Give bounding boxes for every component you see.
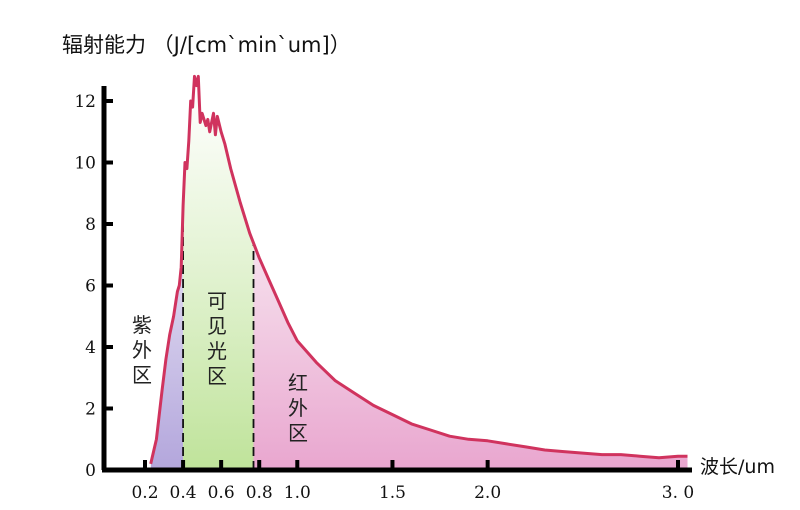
- region-label-0: 紫外区: [132, 313, 152, 387]
- y-tick-label: 0: [85, 461, 96, 481]
- y-axis-title: 辐射能力 （J/[cm`min`um]）: [62, 33, 351, 57]
- region-fill-1: [183, 86, 254, 470]
- x-tick-label: 1.5: [379, 483, 406, 503]
- region-labels: 紫外区 可见光区红外区: [132, 289, 308, 445]
- x-tick-label: 1.0: [284, 483, 311, 503]
- region-label-2: 红外区: [288, 371, 308, 445]
- y-tick-label: 4: [85, 338, 96, 358]
- region-fill-2: [253, 86, 688, 470]
- x-tick-label: 0.2: [131, 483, 158, 503]
- axes: [101, 86, 692, 473]
- radiation-curve: [149, 74, 688, 465]
- y-tick-label: 10: [74, 154, 96, 174]
- x-tick-label: 0.8: [246, 483, 273, 503]
- x-tick-label: 3. 0: [662, 483, 694, 503]
- y-tick-label: 2: [85, 400, 96, 420]
- spectrum-regions: [150, 86, 688, 470]
- x-ticks: 0.2 0.4 0.6 0.8 1.0 1.5 2.0 3. 0: [131, 460, 694, 503]
- x-axis-title: 波长/um: [700, 456, 775, 478]
- y-ticks: 0 2 4 6 8 10 12: [74, 92, 113, 481]
- y-tick-label: 8: [85, 215, 96, 235]
- y-tick-label: 6: [85, 277, 96, 297]
- x-tick-label: 0.4: [170, 483, 197, 503]
- region-fill-0: [150, 86, 184, 470]
- x-tick-label: 2.0: [474, 483, 501, 503]
- region-label-1: 可见光区: [207, 289, 227, 388]
- x-tick-label: 0.6: [208, 483, 235, 503]
- region-dividers: [182, 205, 255, 470]
- y-tick-label: 12: [74, 92, 96, 112]
